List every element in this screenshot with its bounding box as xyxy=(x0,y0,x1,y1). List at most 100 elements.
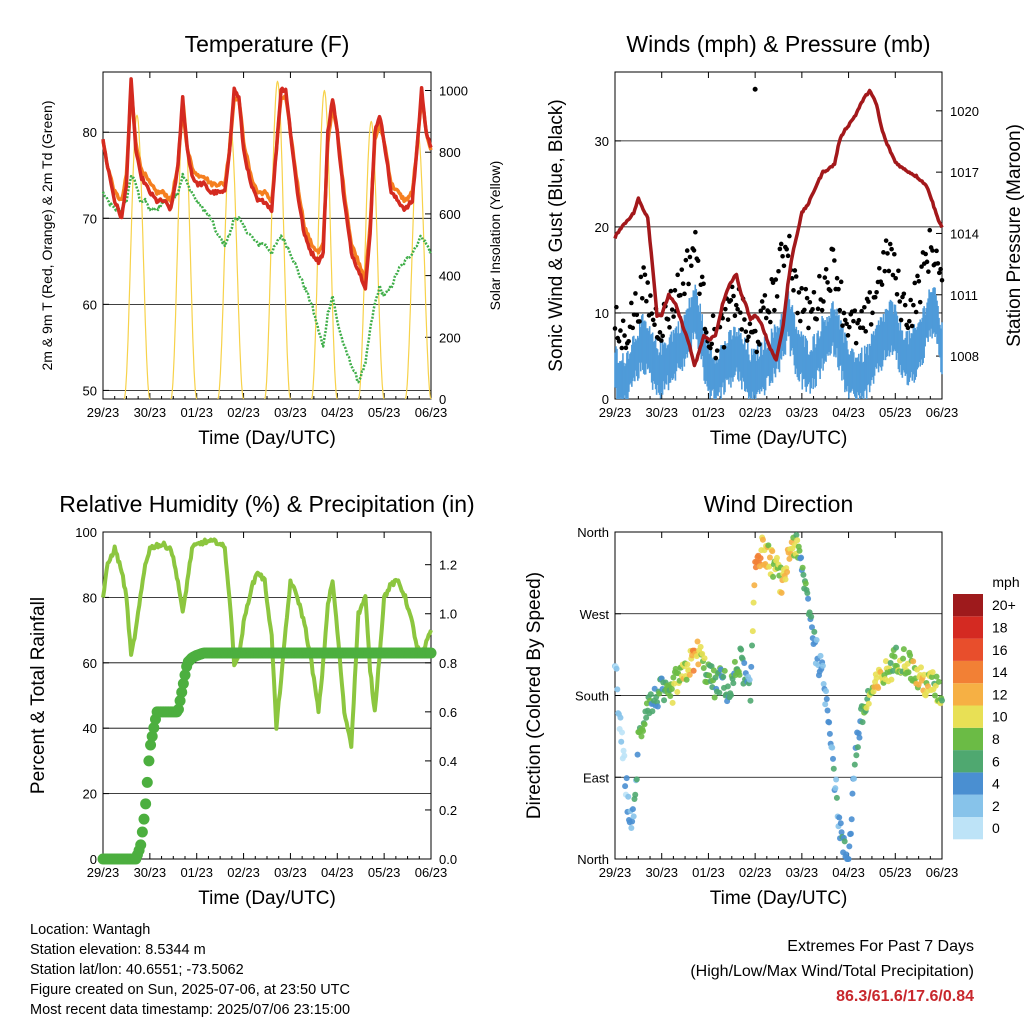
gust-point xyxy=(652,322,657,328)
colorbar-swatch xyxy=(953,750,983,773)
gust-point xyxy=(827,288,833,293)
gust-point xyxy=(641,265,646,270)
gust-point xyxy=(679,267,685,272)
direction-point xyxy=(843,851,850,858)
direction-point xyxy=(699,650,706,657)
y-tick-label: North xyxy=(577,852,609,867)
gust-point xyxy=(905,325,911,331)
direction-point xyxy=(749,628,756,635)
direction-point xyxy=(736,671,743,678)
gust-point xyxy=(936,270,942,276)
gust-point xyxy=(798,318,803,324)
direction-point xyxy=(782,576,789,583)
gust-point xyxy=(642,272,648,278)
gust-point xyxy=(761,305,766,311)
x-tick-label: 01/23 xyxy=(180,865,213,880)
gust-point xyxy=(817,273,822,279)
gust-point xyxy=(807,299,813,305)
direction-point xyxy=(794,537,801,544)
direction-point xyxy=(765,542,772,549)
direction-point xyxy=(811,628,818,635)
gust-point xyxy=(687,254,693,260)
gust-point xyxy=(633,291,638,296)
y-tick-label: 0 xyxy=(90,852,97,867)
gust-point xyxy=(911,302,916,308)
colorbar-label: 12 xyxy=(992,686,1008,702)
direction-point xyxy=(929,669,936,676)
direction-point xyxy=(749,642,756,649)
gust-point xyxy=(887,241,893,247)
x-tick-label: 30/23 xyxy=(645,865,678,880)
gust-point xyxy=(796,290,802,295)
gust-point xyxy=(819,307,825,313)
precip-point xyxy=(179,669,191,681)
direction-point xyxy=(700,665,707,672)
direction-point xyxy=(647,691,654,698)
x-axis-label: Time (Day/UTC) xyxy=(198,428,336,449)
x-tick-label: 03/23 xyxy=(274,865,307,880)
direction-point xyxy=(695,661,702,668)
colorbar-swatch xyxy=(953,660,983,684)
gust-point xyxy=(709,341,715,347)
direction-point xyxy=(802,580,809,587)
x-axis-label: Time (Day/UTC) xyxy=(710,428,848,449)
x-tick-label: 04/23 xyxy=(321,405,354,420)
direction-point xyxy=(757,555,764,562)
y2-tick-label: 0.0 xyxy=(439,852,457,867)
gust-point xyxy=(926,269,931,274)
direction-point xyxy=(706,672,713,679)
gust-point xyxy=(823,266,829,272)
direction-point xyxy=(769,548,776,555)
gust-point xyxy=(853,340,859,346)
temp-2m-series xyxy=(101,77,433,291)
latest-timestamp: Most recent data timestamp: 2025/07/06 2… xyxy=(30,1002,351,1018)
direction-point xyxy=(618,738,625,745)
direction-point xyxy=(873,674,880,681)
extremes-summary: Extremes For Past 7 Days (High/Low/Max W… xyxy=(690,934,974,1009)
x-tick-label: 02/23 xyxy=(227,865,260,880)
gust-point xyxy=(852,308,858,313)
gust-point xyxy=(870,310,875,316)
gust-point xyxy=(683,257,689,263)
direction-point xyxy=(784,569,791,576)
gust-point xyxy=(859,308,864,314)
direction-point xyxy=(845,856,852,862)
gust-point xyxy=(890,272,896,278)
direction-point xyxy=(826,719,833,726)
gust-point xyxy=(787,233,792,239)
colorbar-label: 0 xyxy=(992,820,1000,836)
gust-point xyxy=(686,281,691,287)
direction-point xyxy=(933,673,940,680)
direction-point xyxy=(694,638,701,645)
gust-point xyxy=(862,304,867,310)
precip-point xyxy=(177,678,189,690)
direction-point xyxy=(917,664,924,671)
gust-point xyxy=(917,299,923,305)
gust-point xyxy=(703,330,709,335)
direction-point xyxy=(882,658,889,665)
wind-direction-panel: 29/23 30/23 01/23 02/23 03/23 04/23 05/23 06/23… xyxy=(524,491,1020,909)
gust-point xyxy=(739,327,745,332)
y2-tick-label: 1017 xyxy=(950,165,979,180)
x-tick-label: 05/23 xyxy=(879,865,912,880)
direction-point xyxy=(619,729,626,736)
gust-point xyxy=(923,251,928,257)
precip-point xyxy=(145,739,157,751)
direction-point xyxy=(614,686,621,693)
direction-point xyxy=(617,714,624,721)
direction-point xyxy=(728,692,735,699)
direction-point xyxy=(711,694,718,701)
direction-point xyxy=(907,652,914,659)
gust-point xyxy=(814,316,819,322)
gust-point xyxy=(759,299,765,304)
dewpoint-series xyxy=(101,172,432,384)
gust-point xyxy=(806,325,811,331)
gust-point xyxy=(795,310,800,316)
x-axis-label: Time (Day/UTC) xyxy=(198,888,336,909)
direction-point xyxy=(875,684,882,691)
gust-point xyxy=(758,308,764,314)
gust-point xyxy=(897,299,903,304)
gust-point xyxy=(665,317,671,322)
precip-point xyxy=(140,798,152,810)
direction-point xyxy=(630,813,637,820)
